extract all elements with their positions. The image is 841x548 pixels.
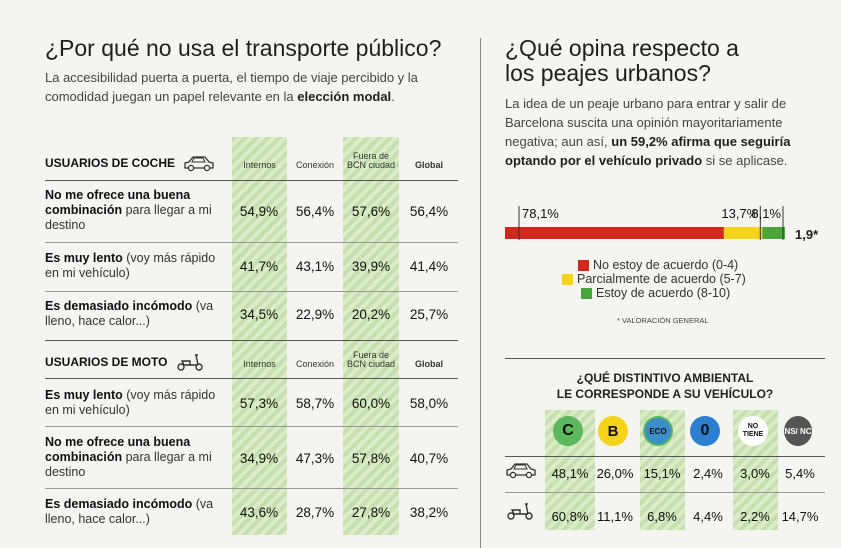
- col-head-global-moto: Global: [414, 359, 443, 369]
- col-head-conexion: Conexión: [295, 160, 335, 170]
- legend-swatch: [578, 259, 589, 271]
- moto-badge-nsnc: 14,7%: [781, 509, 819, 524]
- badge-no-tiene-icon: NO TIENE: [738, 416, 768, 446]
- moto-badge-zero: 4,4%: [693, 509, 723, 524]
- col-head-conexion-moto: Conexión: [295, 359, 335, 369]
- bar-segment-1: [723, 227, 763, 239]
- section-moto-users: USUARIOS DE MOTO: [45, 351, 205, 373]
- section-car-users: USUARIOS DE COCHE: [45, 152, 215, 174]
- divider: [45, 180, 458, 181]
- moto-row-1-internos: 57,3%: [239, 396, 279, 411]
- divider: [45, 488, 458, 489]
- car-row-2-fuera: 39,9%: [351, 259, 391, 274]
- car-row-3-global: 25,7%: [409, 307, 449, 322]
- legend-item-yellow: Parcialmente de acuerdo (5-7): [562, 272, 746, 286]
- car-icon: [184, 156, 214, 172]
- legend-item-red: No estoy de acuerdo (0-4): [578, 258, 746, 272]
- col-head-fuera-moto: Fuera de BCN ciudad: [346, 350, 396, 369]
- scooter-icon: [177, 354, 204, 371]
- car-badge-zero: 2,4%: [693, 466, 723, 481]
- bar-value-label-2: 8,1%: [751, 206, 781, 221]
- right-lead: La idea de un peaje urbano para entrar y…: [505, 96, 791, 168]
- moto-row-1-global: 58,0%: [409, 396, 449, 411]
- left-lead: La accesibilidad puerta a puerta, el tie…: [45, 70, 418, 104]
- car-row-3-internos: 34,5%: [239, 307, 279, 322]
- divider: [45, 378, 458, 379]
- car-row-2-conexion: 43,1%: [295, 259, 335, 274]
- divider: [45, 426, 458, 427]
- chart-legend: No estoy de acuerdo (0-4) Parcialmente d…: [562, 258, 746, 300]
- legend-swatch: [562, 273, 573, 285]
- moto-badge-c: 60,8%: [551, 509, 589, 524]
- moto-row-2-label: No me ofrece una buena combinación para …: [45, 435, 212, 479]
- car-row-1-conexion: 56,4%: [295, 204, 335, 219]
- car-badge-c: 48,1%: [551, 466, 589, 481]
- car-row-3-label: Es demasiado incómodo (va lleno, hace ca…: [45, 299, 214, 328]
- moto-row-1-fuera: 60,0%: [351, 396, 391, 411]
- car-badge-b: 26,0%: [596, 466, 634, 481]
- divider: [45, 340, 458, 341]
- car-row-1-fuera: 57,6%: [351, 204, 391, 219]
- car-row-1-global: 56,4%: [409, 204, 449, 219]
- bar-segment-2: [762, 227, 785, 239]
- moto-row-2-global: 40,7%: [409, 451, 449, 466]
- col-head-fuera: Fuera de BCN ciudad: [346, 151, 396, 170]
- column-internos-bg: [232, 137, 287, 535]
- col-head-internos-moto: Internos: [243, 359, 276, 369]
- left-title: ¿Por qué no usa el transporte público?: [45, 35, 442, 61]
- moto-row-3-label: Es demasiado incómodo (va lleno, hace ca…: [45, 497, 214, 526]
- scooter-icon: [507, 503, 533, 520]
- moto-row-3-fuera: 27,8%: [351, 505, 391, 520]
- car-row-2-internos: 41,7%: [239, 259, 279, 274]
- bar-value-label-0: 78,1%: [522, 206, 559, 221]
- badge-c-icon: C: [553, 416, 583, 446]
- badge-table-title: ¿QUÉ DISTINTIVO AMBIENTAL LE CORRESPONDE…: [556, 371, 774, 401]
- car-icon: [506, 463, 536, 479]
- opinion-bar-chart: 78,1% 13,7%8,1%: [505, 206, 785, 240]
- moto-row-1-conexion: 58,7%: [295, 396, 335, 411]
- moto-row-2-internos: 34,9%: [239, 451, 279, 466]
- car-row-1-internos: 54,9%: [239, 204, 279, 219]
- col-head-internos: Internos: [243, 160, 276, 170]
- legend-item-green: Estoy de acuerdo (8-10): [581, 286, 746, 300]
- badge-zero-icon: 0: [690, 416, 720, 446]
- moto-row-3-internos: 43,6%: [239, 505, 279, 520]
- car-badge-eco: 15,1%: [643, 466, 681, 481]
- moto-row-1-label: Es muy lento (voy más rápido en mi vehíc…: [45, 388, 216, 417]
- divider: [505, 492, 825, 493]
- moto-row-2-conexion: 47,3%: [295, 451, 335, 466]
- moto-badge-b: 11,1%: [597, 509, 633, 524]
- col-head-global: Global: [414, 160, 443, 170]
- bar-segment-0: [505, 227, 724, 239]
- moto-row-3-global: 38,2%: [409, 505, 449, 520]
- badge-eco-icon: ECO: [643, 416, 673, 446]
- moto-badge-no-tiene: 2,2%: [740, 509, 770, 524]
- car-badge-nsnc: 5,4%: [785, 466, 815, 481]
- car-row-3-conexion: 22,9%: [295, 307, 335, 322]
- car-badge-no-tiene: 3,0%: [740, 466, 770, 481]
- car-row-1-label: No me ofrece una buena combinación para …: [45, 188, 212, 232]
- car-row-2-label: Es muy lento (voy más rápido en mi vehíc…: [45, 251, 216, 280]
- column-fuera-bg: [343, 137, 399, 535]
- moto-row-3-conexion: 28,7%: [295, 505, 335, 520]
- divider: [45, 242, 458, 243]
- car-row-2-global: 41,4%: [409, 259, 449, 274]
- divider: [45, 291, 458, 292]
- moto-badge-eco: 6,8%: [647, 509, 677, 524]
- car-row-3-fuera: 20,2%: [351, 307, 391, 322]
- legend-swatch: [581, 287, 592, 299]
- divider: [505, 456, 825, 457]
- badge-b-icon: B: [598, 416, 628, 446]
- divider: [505, 358, 825, 359]
- badge-nsnc-icon: NS/ NC: [784, 416, 812, 446]
- column-divider: [480, 38, 481, 548]
- footnote: * VALORACIÓN GENERAL: [617, 316, 709, 325]
- right-title: ¿Qué opina respecto a los peajes urbanos…: [505, 35, 739, 86]
- bar-value-label-1: 13,7%: [721, 206, 758, 221]
- rating-label: 1,9*: [795, 227, 819, 242]
- moto-row-2-fuera: 57,8%: [351, 451, 391, 466]
